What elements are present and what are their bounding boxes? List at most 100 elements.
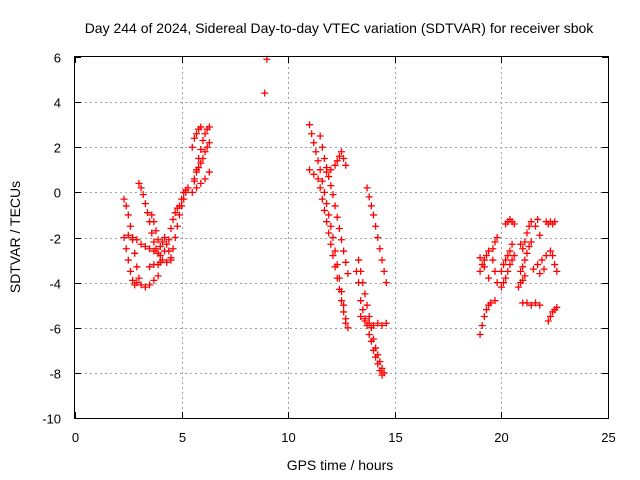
data-point xyxy=(335,224,343,232)
data-point xyxy=(367,202,375,210)
data-point xyxy=(510,252,518,260)
series-arc-i xyxy=(306,121,352,332)
data-point xyxy=(316,166,324,174)
data-point xyxy=(369,211,377,219)
data-point xyxy=(504,252,512,260)
series-arc-b xyxy=(120,195,162,291)
data-point xyxy=(553,303,561,311)
data-point xyxy=(482,306,490,314)
series-arc-v xyxy=(529,215,561,278)
data-point xyxy=(478,321,486,329)
data-point xyxy=(491,297,499,305)
series-arc-f xyxy=(156,186,190,266)
data-point xyxy=(163,258,171,266)
data-point xyxy=(333,157,341,165)
y-tick-label: 0 xyxy=(54,186,61,201)
data-point xyxy=(133,263,141,271)
y-tick-label: -10 xyxy=(42,412,61,427)
series-arc-c xyxy=(135,179,164,260)
y-tick-label: -8 xyxy=(49,367,61,382)
data-point xyxy=(519,276,527,284)
data-point xyxy=(199,155,207,163)
data-point xyxy=(120,195,128,203)
data-point xyxy=(365,331,373,339)
chart-title: Day 244 of 2024, Sidereal Day-to-day VTE… xyxy=(85,20,595,36)
data-point xyxy=(141,283,149,291)
data-point xyxy=(523,299,531,307)
data-point xyxy=(491,238,499,246)
data-point xyxy=(195,164,203,172)
data-point xyxy=(310,170,318,178)
data-point xyxy=(361,317,369,325)
series-arc-s xyxy=(497,215,518,291)
data-point xyxy=(318,143,326,151)
data-point xyxy=(342,258,350,266)
data-point xyxy=(344,270,352,278)
data-point xyxy=(124,256,132,264)
data-point xyxy=(190,134,198,142)
data-point xyxy=(205,168,213,176)
series-arc-q xyxy=(476,247,499,339)
data-point xyxy=(532,299,540,307)
y-tick-label: 2 xyxy=(54,141,61,156)
data-point xyxy=(331,161,339,169)
data-point xyxy=(310,139,318,147)
data-point xyxy=(374,319,382,327)
data-point xyxy=(482,252,490,260)
data-point xyxy=(201,130,209,138)
data-point xyxy=(497,267,505,275)
x-tick-label: 20 xyxy=(494,430,508,445)
data-point xyxy=(318,195,326,203)
data-point xyxy=(369,321,377,329)
series-arc-l xyxy=(323,148,350,176)
data-point xyxy=(476,254,484,262)
data-point xyxy=(538,256,546,264)
data-point xyxy=(517,267,525,275)
data-point xyxy=(161,234,169,241)
data-point xyxy=(178,195,186,203)
data-point xyxy=(205,139,213,147)
series-arc-t xyxy=(517,218,535,275)
data-point xyxy=(536,270,544,278)
data-point xyxy=(338,236,345,244)
data-point xyxy=(126,267,134,275)
data-point xyxy=(171,234,179,241)
data-point xyxy=(365,319,373,327)
data-point xyxy=(378,371,386,379)
data-point xyxy=(504,267,512,275)
x-axis-ticks: 0 5 10 15 20 25 xyxy=(72,57,616,445)
data-point xyxy=(372,353,380,361)
data-point xyxy=(197,179,205,187)
data-point xyxy=(536,231,544,239)
data-point xyxy=(120,234,128,241)
data-point xyxy=(500,261,508,269)
data-point xyxy=(372,222,380,230)
y-axis-label: SDTVAR / TECUs xyxy=(7,181,23,293)
series-arc-j xyxy=(306,166,350,327)
data-point xyxy=(546,247,554,255)
data-point xyxy=(124,231,132,239)
data-point xyxy=(314,175,322,183)
data-point xyxy=(325,173,333,181)
data-point xyxy=(122,202,130,210)
data-point xyxy=(146,245,154,253)
data-point xyxy=(365,312,373,320)
data-point xyxy=(135,274,143,282)
data-point xyxy=(549,252,557,260)
data-point xyxy=(156,243,164,251)
data-point xyxy=(154,236,162,244)
data-point xyxy=(357,312,365,320)
x-tick-label: 15 xyxy=(388,430,402,445)
data-point xyxy=(122,245,130,253)
data-point xyxy=(480,256,488,264)
data-point xyxy=(500,279,508,287)
data-point xyxy=(201,175,209,183)
data-point xyxy=(342,161,350,169)
data-point xyxy=(167,256,175,264)
data-point xyxy=(352,267,360,275)
series-arc-g xyxy=(188,123,213,196)
data-point xyxy=(146,281,154,289)
data-point xyxy=(167,224,175,232)
data-point xyxy=(519,263,527,271)
series-arc-u xyxy=(514,272,544,309)
